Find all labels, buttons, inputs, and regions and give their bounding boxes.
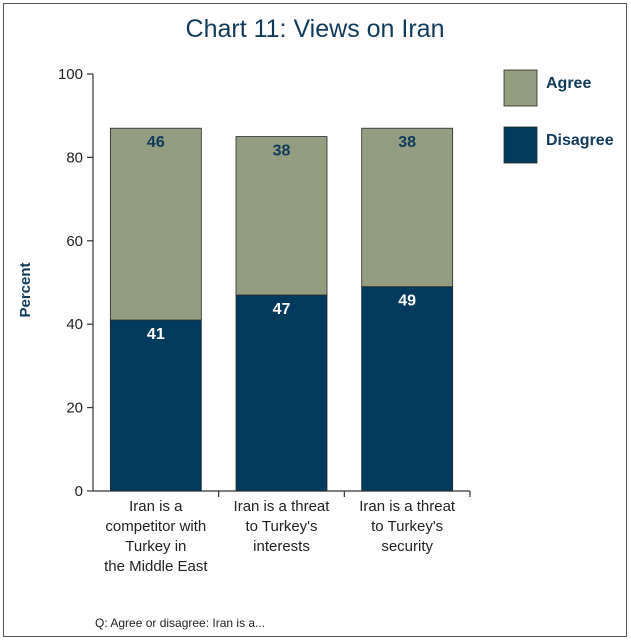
chart-title: Chart 11: Views on Iran: [186, 15, 445, 43]
legend-swatch-agree: [503, 69, 538, 107]
y-tick-label: 20: [66, 400, 83, 417]
legend-label-agree: Agree: [546, 75, 591, 92]
data-label-agree: 38: [273, 143, 291, 160]
legend: Agree Disagree: [503, 69, 614, 164]
bar-segment-agree: [361, 127, 454, 288]
y-tick-label: 0: [75, 483, 83, 500]
bar-segment-agree: [109, 127, 202, 321]
y-tick-label: 40: [66, 316, 83, 333]
x-tick-label: Iran is a threat to Turkey's security: [359, 498, 456, 555]
data-label-agree: 38: [398, 134, 416, 151]
y-tick-label: 60: [66, 233, 83, 250]
bar-segment-disagree: [109, 319, 202, 492]
axes: 0 20 40 60 80 100 Iran is a competitor with Turk…: [58, 66, 471, 575]
x-tick-label: Iran is a competitor with Turkey in the Mid…: [104, 498, 208, 575]
y-tick-label: 100: [58, 66, 83, 83]
legend-swatch-disagree: [503, 126, 538, 164]
data-label-agree: 46: [147, 134, 165, 151]
y-axis-label: Percent: [17, 262, 34, 317]
x-tick-label: Iran is a threat to Turkey's interests: [234, 498, 331, 555]
bars: 41 46 47 38 49 38: [109, 127, 454, 492]
bar-segment-disagree: [361, 286, 454, 492]
y-tick-label: 80: [66, 149, 83, 166]
bar-segment-agree: [235, 136, 328, 296]
data-label-disagree: 49: [398, 293, 416, 310]
data-label-disagree: 47: [273, 301, 291, 318]
legend-label-disagree: Disagree: [546, 132, 614, 149]
data-label-disagree: 41: [147, 326, 165, 343]
question-note: Q: Agree or disagree: Iran is a...: [95, 616, 265, 630]
bar-segment-disagree: [235, 294, 328, 492]
